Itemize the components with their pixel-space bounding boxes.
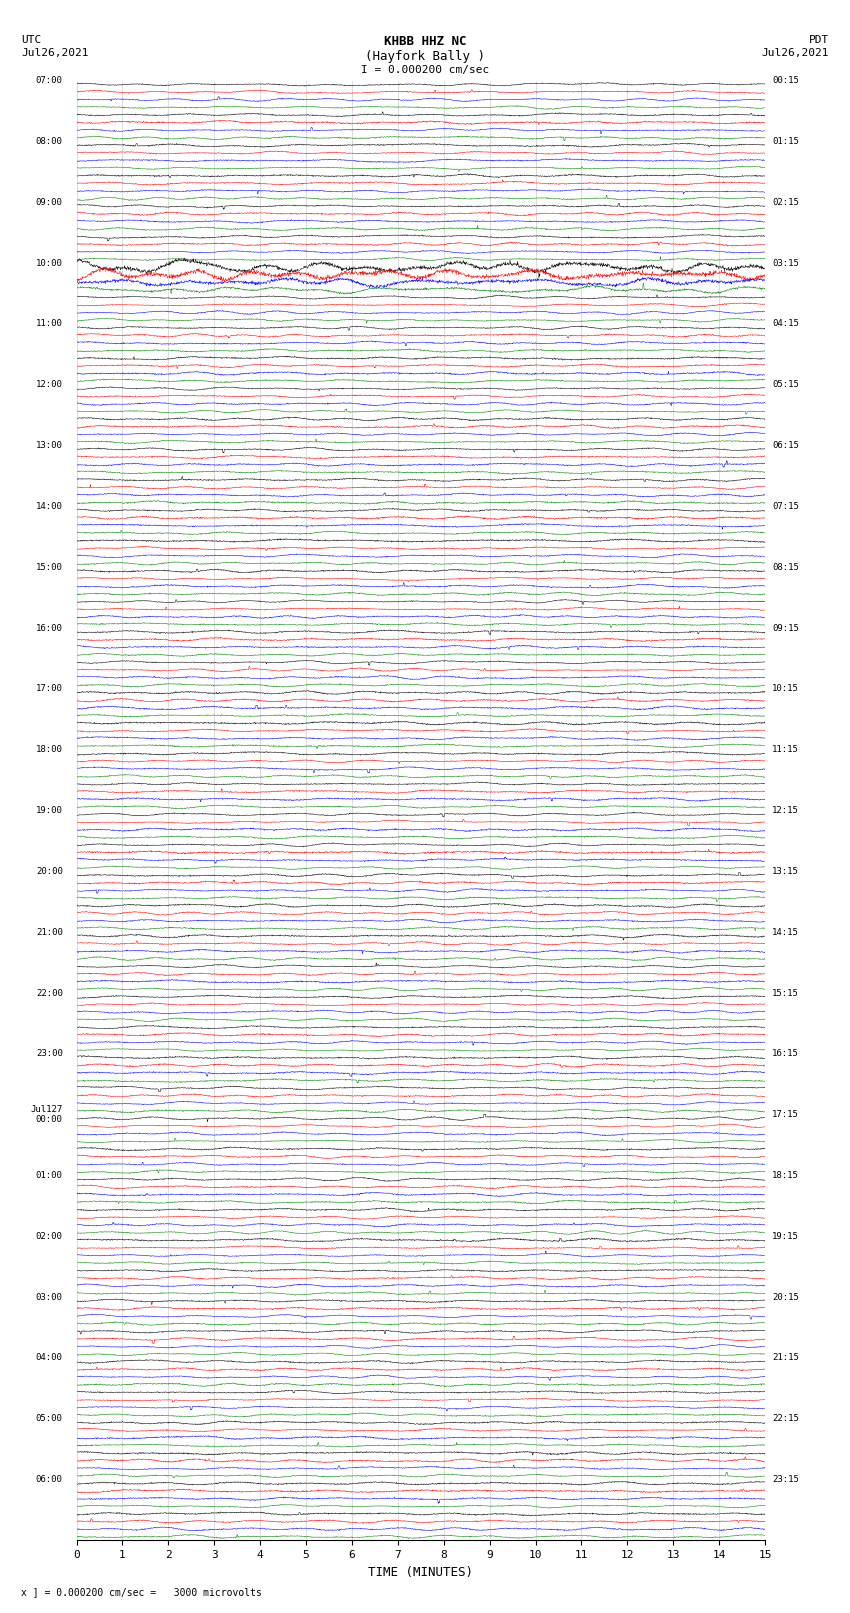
Text: 08:00: 08:00 [36, 137, 63, 145]
Text: I = 0.000200 cm/sec: I = 0.000200 cm/sec [361, 65, 489, 74]
Text: 13:00: 13:00 [36, 440, 63, 450]
Text: 02:00: 02:00 [36, 1232, 63, 1240]
Text: 15:15: 15:15 [772, 989, 799, 997]
Text: 14:00: 14:00 [36, 502, 63, 511]
Text: (Hayfork Bally ): (Hayfork Bally ) [365, 50, 485, 63]
Text: 02:15: 02:15 [772, 198, 799, 206]
Text: 18:00: 18:00 [36, 745, 63, 755]
Text: 05:00: 05:00 [36, 1415, 63, 1423]
Text: 19:00: 19:00 [36, 806, 63, 815]
Text: 00:15: 00:15 [772, 76, 799, 85]
Text: 19:15: 19:15 [772, 1232, 799, 1240]
Text: 16:00: 16:00 [36, 624, 63, 632]
Text: 16:15: 16:15 [772, 1050, 799, 1058]
Text: 23:15: 23:15 [772, 1476, 799, 1484]
Text: 17:00: 17:00 [36, 684, 63, 694]
Text: 09:15: 09:15 [772, 624, 799, 632]
Text: Jul26,2021: Jul26,2021 [762, 48, 829, 58]
Text: 06:00: 06:00 [36, 1476, 63, 1484]
Text: KHBB HHZ NC: KHBB HHZ NC [383, 35, 467, 48]
Text: 13:15: 13:15 [772, 866, 799, 876]
Text: 01:15: 01:15 [772, 137, 799, 145]
Text: 05:15: 05:15 [772, 381, 799, 389]
Text: 07:15: 07:15 [772, 502, 799, 511]
Text: x ] = 0.000200 cm/sec =   3000 microvolts: x ] = 0.000200 cm/sec = 3000 microvolts [21, 1587, 262, 1597]
Text: 10:15: 10:15 [772, 684, 799, 694]
Text: 07:00: 07:00 [36, 76, 63, 85]
Text: 10:00: 10:00 [36, 258, 63, 268]
Text: 15:00: 15:00 [36, 563, 63, 571]
Text: 23:00: 23:00 [36, 1050, 63, 1058]
Text: 04:15: 04:15 [772, 319, 799, 329]
Text: 17:15: 17:15 [772, 1110, 799, 1119]
Text: PDT: PDT [808, 35, 829, 45]
Text: 12:00: 12:00 [36, 381, 63, 389]
Text: 22:15: 22:15 [772, 1415, 799, 1423]
Text: 11:00: 11:00 [36, 319, 63, 329]
Text: 03:15: 03:15 [772, 258, 799, 268]
Text: 11:15: 11:15 [772, 745, 799, 755]
Text: 04:00: 04:00 [36, 1353, 63, 1363]
Text: 21:00: 21:00 [36, 927, 63, 937]
Text: 12:15: 12:15 [772, 806, 799, 815]
Text: 08:15: 08:15 [772, 563, 799, 571]
Text: 21:15: 21:15 [772, 1353, 799, 1363]
Text: UTC: UTC [21, 35, 42, 45]
Text: 01:00: 01:00 [36, 1171, 63, 1181]
Text: 06:15: 06:15 [772, 440, 799, 450]
Text: Jul26,2021: Jul26,2021 [21, 48, 88, 58]
Text: 18:15: 18:15 [772, 1171, 799, 1181]
Text: 14:15: 14:15 [772, 927, 799, 937]
Text: 20:00: 20:00 [36, 866, 63, 876]
Text: 20:15: 20:15 [772, 1292, 799, 1302]
Text: Jul127
00:00: Jul127 00:00 [31, 1105, 63, 1124]
Text: 03:00: 03:00 [36, 1292, 63, 1302]
X-axis label: TIME (MINUTES): TIME (MINUTES) [368, 1566, 473, 1579]
Text: 22:00: 22:00 [36, 989, 63, 997]
Text: 09:00: 09:00 [36, 198, 63, 206]
